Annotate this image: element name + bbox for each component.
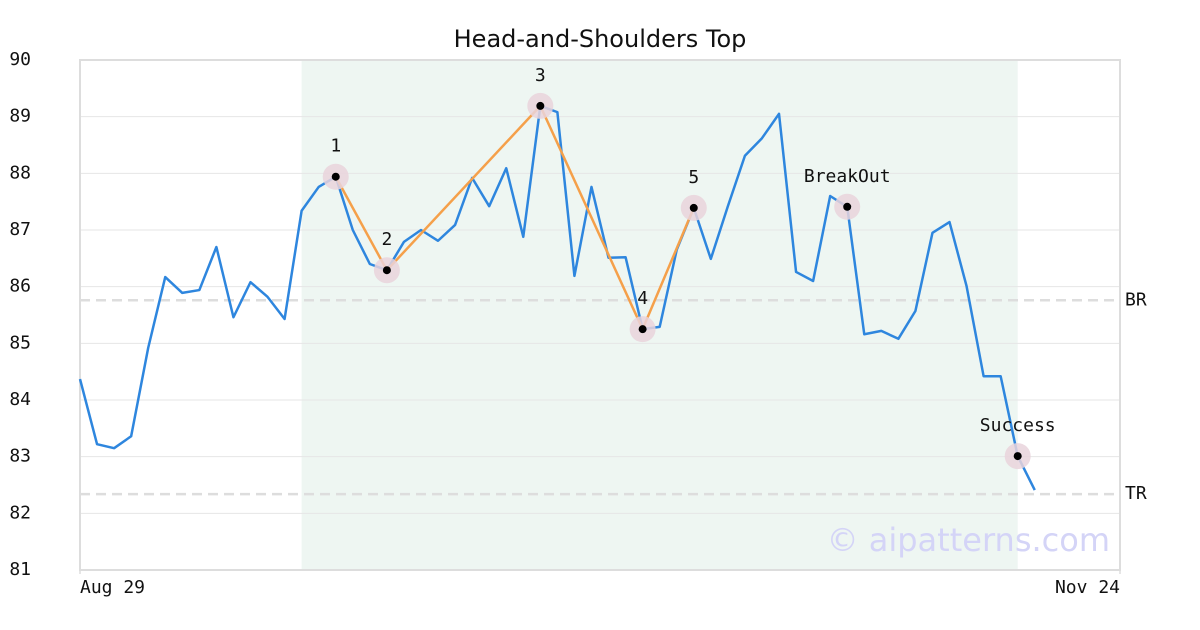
watermark: © aipatterns.com [827,521,1110,559]
point-dot [1013,452,1022,461]
point-dot [331,172,340,181]
point-label: Success [980,415,1056,436]
y-tick-label: 87 [9,219,31,240]
point-label: 4 [637,288,648,309]
point-label: 3 [535,65,546,86]
point-label: 1 [330,136,341,157]
point-label: 5 [688,167,699,188]
chart-title: Head-and-Shoulders Top [454,25,747,53]
point-label: BreakOut [804,166,891,187]
y-tick-label: 89 [9,106,31,127]
y-tick-label: 86 [9,276,31,297]
point-dot [536,101,545,110]
level-label: BR [1125,289,1147,310]
plot-frame [79,59,1121,571]
point-dot [689,203,698,212]
point-dot [843,202,852,211]
y-tick-label: 88 [9,162,31,183]
y-tick-label: 83 [9,446,31,467]
point-dot [638,325,647,334]
y-tick-label: 85 [9,332,31,353]
y-tick-label: 81 [9,559,31,580]
y-tick-label: 90 [9,49,31,70]
price-line [78,104,1036,491]
point-label: 2 [381,229,392,250]
highlight-band [301,60,1018,570]
x-tick-label: Nov 24 [1055,577,1120,598]
x-tick-label: Aug 29 [80,577,145,598]
y-tick-label: 84 [9,389,31,410]
point-dot [382,266,391,275]
y-tick-label: 82 [9,502,31,523]
level-label: TR [1125,483,1147,504]
